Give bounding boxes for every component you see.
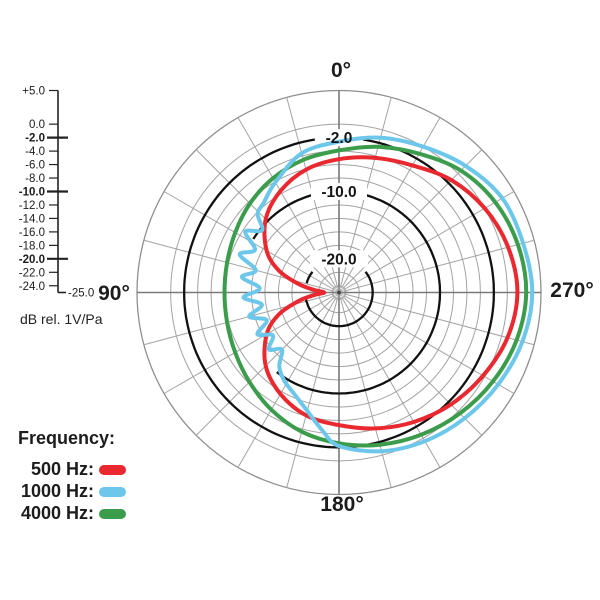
ring-label-2db: -2.0 bbox=[326, 130, 353, 147]
grid-spoke bbox=[341, 296, 441, 468]
scale-tick-label: -12.0 bbox=[19, 200, 45, 212]
grid-spoke bbox=[343, 293, 535, 346]
scale-tick-label: -8.0 bbox=[25, 173, 45, 185]
legend-swatch-green bbox=[99, 509, 126, 519]
grid-spoke bbox=[343, 294, 515, 394]
grid-spoke bbox=[143, 293, 335, 346]
bold-ring-10db bbox=[276, 194, 442, 395]
grid-spoke bbox=[163, 294, 335, 394]
legend-item-1000hz: 1000 Hz: bbox=[18, 480, 126, 502]
scale-tick-label: -4.0 bbox=[25, 146, 45, 158]
legend-label: 1000 Hz: bbox=[20, 480, 94, 501]
grid-spoke bbox=[343, 239, 535, 292]
ring-label-20db: -20.0 bbox=[321, 251, 356, 268]
angle-label-0: 0° bbox=[330, 59, 352, 82]
legend-item-500hz: 500 Hz: bbox=[18, 458, 126, 480]
ring-label-bg bbox=[311, 183, 367, 200]
bold-ring-10db bbox=[252, 194, 312, 240]
ring-label-10db: -10.0 bbox=[321, 184, 356, 201]
legend-swatch-red bbox=[99, 465, 126, 475]
scale-end-label: -25.0 bbox=[68, 288, 94, 300]
scale-tick-label: -18.0 bbox=[19, 240, 45, 252]
db-axis-caption: dB rel. 1V/Pa bbox=[20, 311, 103, 327]
scale-tick-label: -14.0 bbox=[19, 213, 45, 225]
ring-label-bg bbox=[316, 129, 362, 147]
center-dot bbox=[337, 290, 341, 295]
frequency-legend: Frequency: 500 Hz: 1000 Hz: 4000 Hz: bbox=[18, 428, 126, 524]
grid-spoke bbox=[286, 297, 339, 488]
angle-label-90: 90° bbox=[98, 282, 130, 305]
bold-ring-20db bbox=[304, 271, 374, 328]
scale-tick-label: -2.0 bbox=[25, 133, 45, 145]
scale-tick-label: -24.0 bbox=[19, 281, 45, 293]
angle-label-180: 180° bbox=[320, 493, 364, 516]
curve-500-hz bbox=[262, 155, 520, 431]
scale-tick-label: -20.0 bbox=[19, 254, 45, 266]
scale-tick-label: 0.0 bbox=[29, 119, 45, 131]
legend-title: Frequency: bbox=[18, 428, 116, 448]
scale-tick-label: +5.0 bbox=[22, 86, 45, 98]
legend-label: 4000 Hz: bbox=[20, 502, 94, 523]
legend-item-4000hz: 4000 Hz: bbox=[18, 502, 126, 524]
angle-label-270: 270° bbox=[550, 279, 594, 302]
legend-swatch-cyan bbox=[99, 487, 126, 497]
curve-4000-hz bbox=[222, 144, 529, 448]
scale-tick-label: -16.0 bbox=[19, 227, 45, 239]
grid-spoke bbox=[339, 297, 392, 488]
bold-ring-20db bbox=[305, 271, 314, 284]
scale-tick-label: -22.0 bbox=[19, 267, 45, 279]
ring-label-bg bbox=[310, 250, 368, 268]
grid-spoke bbox=[143, 239, 335, 292]
curve-1000-hz bbox=[237, 135, 535, 454]
legend-label: 500 Hz: bbox=[30, 458, 94, 479]
scale-tick-label: -10.0 bbox=[19, 187, 45, 199]
scale-tick-label: -6.0 bbox=[25, 160, 45, 172]
